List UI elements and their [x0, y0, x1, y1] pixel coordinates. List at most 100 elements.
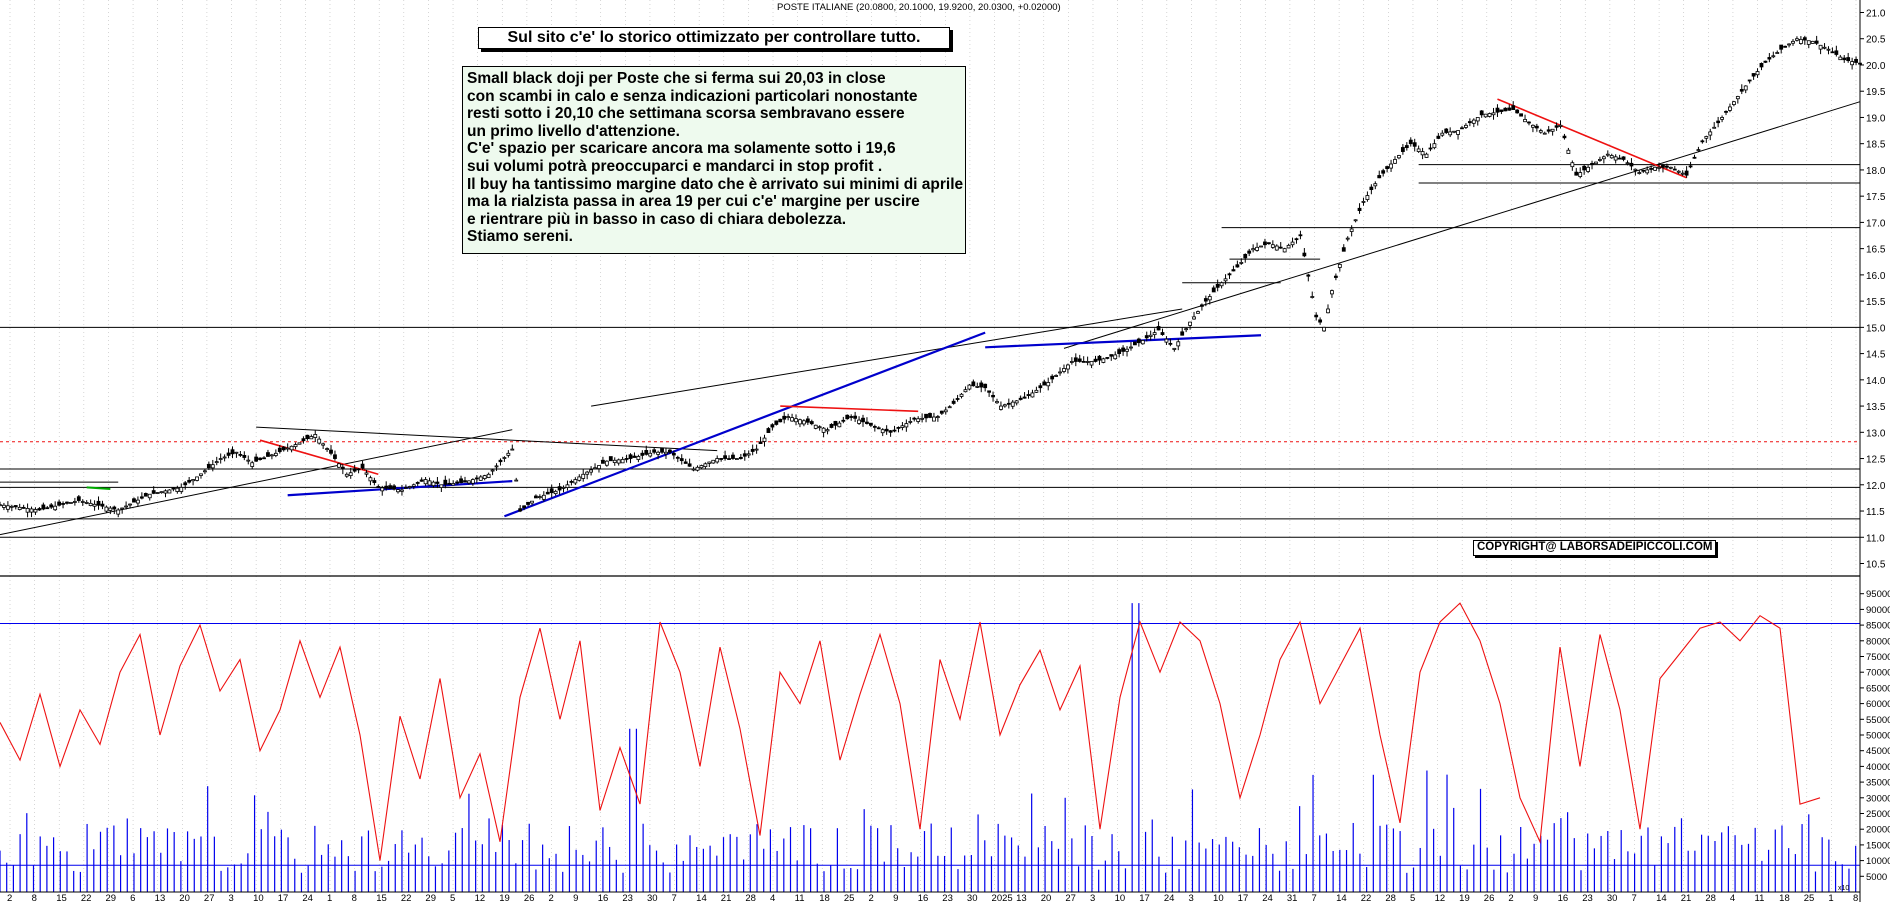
candle-body [1136, 338, 1141, 344]
candle-body [1416, 148, 1421, 152]
candle-body [403, 486, 408, 489]
candle-body [742, 453, 747, 457]
candle-body [1077, 358, 1082, 362]
date-tick-label: 8 [32, 893, 37, 902]
candle-body [1735, 96, 1740, 100]
candle-body [711, 459, 716, 464]
candle-body [876, 427, 881, 430]
candle-body [1266, 242, 1271, 245]
candle-body [1101, 358, 1106, 363]
candle-body [1050, 375, 1055, 380]
candle-body [1314, 314, 1319, 318]
note-line: C'e' spazio per scaricare ancora ma sola… [467, 140, 896, 158]
candle-body [1672, 168, 1677, 171]
note-line: Stiamo sereni. [467, 228, 573, 246]
candle-body [1259, 245, 1263, 248]
candle-body [1381, 170, 1386, 174]
candle-body [825, 429, 830, 432]
candle-body [309, 436, 314, 440]
candle-body [1140, 340, 1145, 345]
candle-body [731, 454, 735, 459]
candle-body [699, 465, 704, 469]
candle-body [943, 409, 948, 413]
candle-body [1594, 161, 1598, 165]
candle-body [581, 473, 586, 479]
date-tick-label: 7 [672, 893, 677, 902]
candle-body [687, 463, 692, 467]
candle-body [1704, 136, 1709, 139]
candle-body [1795, 38, 1799, 41]
date-tick-label: 16 [598, 893, 609, 902]
candle-body [1570, 162, 1575, 168]
volume-axis: 5000 10000 15000 20000 25000 30000 35000 40000 4… [1838, 589, 1890, 892]
candle-body [179, 487, 184, 492]
candle-body [270, 454, 274, 457]
price-tick-label: 19.5 [1866, 87, 1886, 98]
date-tick-label: 16 [1558, 893, 1569, 902]
candle-body [1743, 85, 1748, 91]
date-tick-label: 8 [1853, 893, 1858, 902]
candle-body [451, 483, 456, 486]
candle-body [786, 416, 791, 418]
date-tick-label: 26 [524, 893, 535, 902]
candle-body [1621, 156, 1626, 160]
date-tick-label: 8 [352, 893, 357, 902]
candle-body [1176, 341, 1181, 347]
candle-body [214, 461, 219, 464]
date-tick-label: 3 [1090, 893, 1095, 902]
date-tick-label: 4 [770, 893, 775, 902]
candle-body [37, 508, 42, 511]
candle-body [1507, 107, 1512, 111]
candle-body [400, 489, 404, 492]
candle-body [1692, 156, 1697, 159]
date-tick-label: 26 [1484, 893, 1495, 902]
candle-body [396, 489, 400, 493]
candle-body [612, 459, 617, 463]
candle-body [494, 465, 499, 468]
candle-body [1428, 147, 1433, 150]
candle-body [585, 471, 590, 475]
price-tick-label: 16.0 [1866, 271, 1886, 282]
candle-body [774, 420, 779, 425]
candle-body [668, 449, 672, 453]
candle-body [1180, 331, 1185, 336]
date-tick-label: 19 [1459, 893, 1470, 902]
candle-body [1326, 308, 1330, 314]
candle-body [963, 389, 968, 393]
note-line: Il buy ha tantissimo margine dato che è … [467, 175, 964, 193]
candle-body [707, 461, 712, 464]
candle-body [1617, 157, 1622, 160]
candle-body [987, 390, 992, 393]
candle-body [344, 473, 349, 477]
date-tick-label: 13 [1016, 893, 1027, 902]
candle-body [727, 458, 731, 460]
candle-body [1779, 44, 1784, 50]
candle-body [242, 454, 247, 458]
candle-body [199, 473, 203, 476]
candle-body [872, 425, 877, 428]
date-tick-label: 9 [893, 893, 898, 902]
date-tick-label: 14 [696, 893, 707, 902]
candle-body [427, 480, 432, 486]
candle-body [1121, 347, 1125, 352]
date-tick-label: 7 [1312, 893, 1317, 902]
price-tick-label: 14.5 [1866, 350, 1886, 361]
candle-body [41, 504, 46, 510]
candle-body [916, 418, 921, 422]
date-tick-label: 6 [130, 893, 135, 902]
candle-body [979, 382, 984, 388]
candle-body [1550, 128, 1555, 132]
date-tick-label: 13 [155, 893, 166, 902]
candle-body [1211, 287, 1216, 293]
candle-body [1495, 107, 1500, 113]
candle-body [522, 505, 527, 509]
candle-body [1361, 201, 1366, 203]
candle-body [1404, 145, 1409, 149]
candle-body [1763, 60, 1768, 63]
candle-body [541, 494, 546, 500]
candle-body [1353, 219, 1358, 222]
candle-body [226, 452, 231, 456]
candle-body [1306, 274, 1311, 277]
candle-body [407, 486, 412, 488]
candle-body [1802, 37, 1807, 41]
